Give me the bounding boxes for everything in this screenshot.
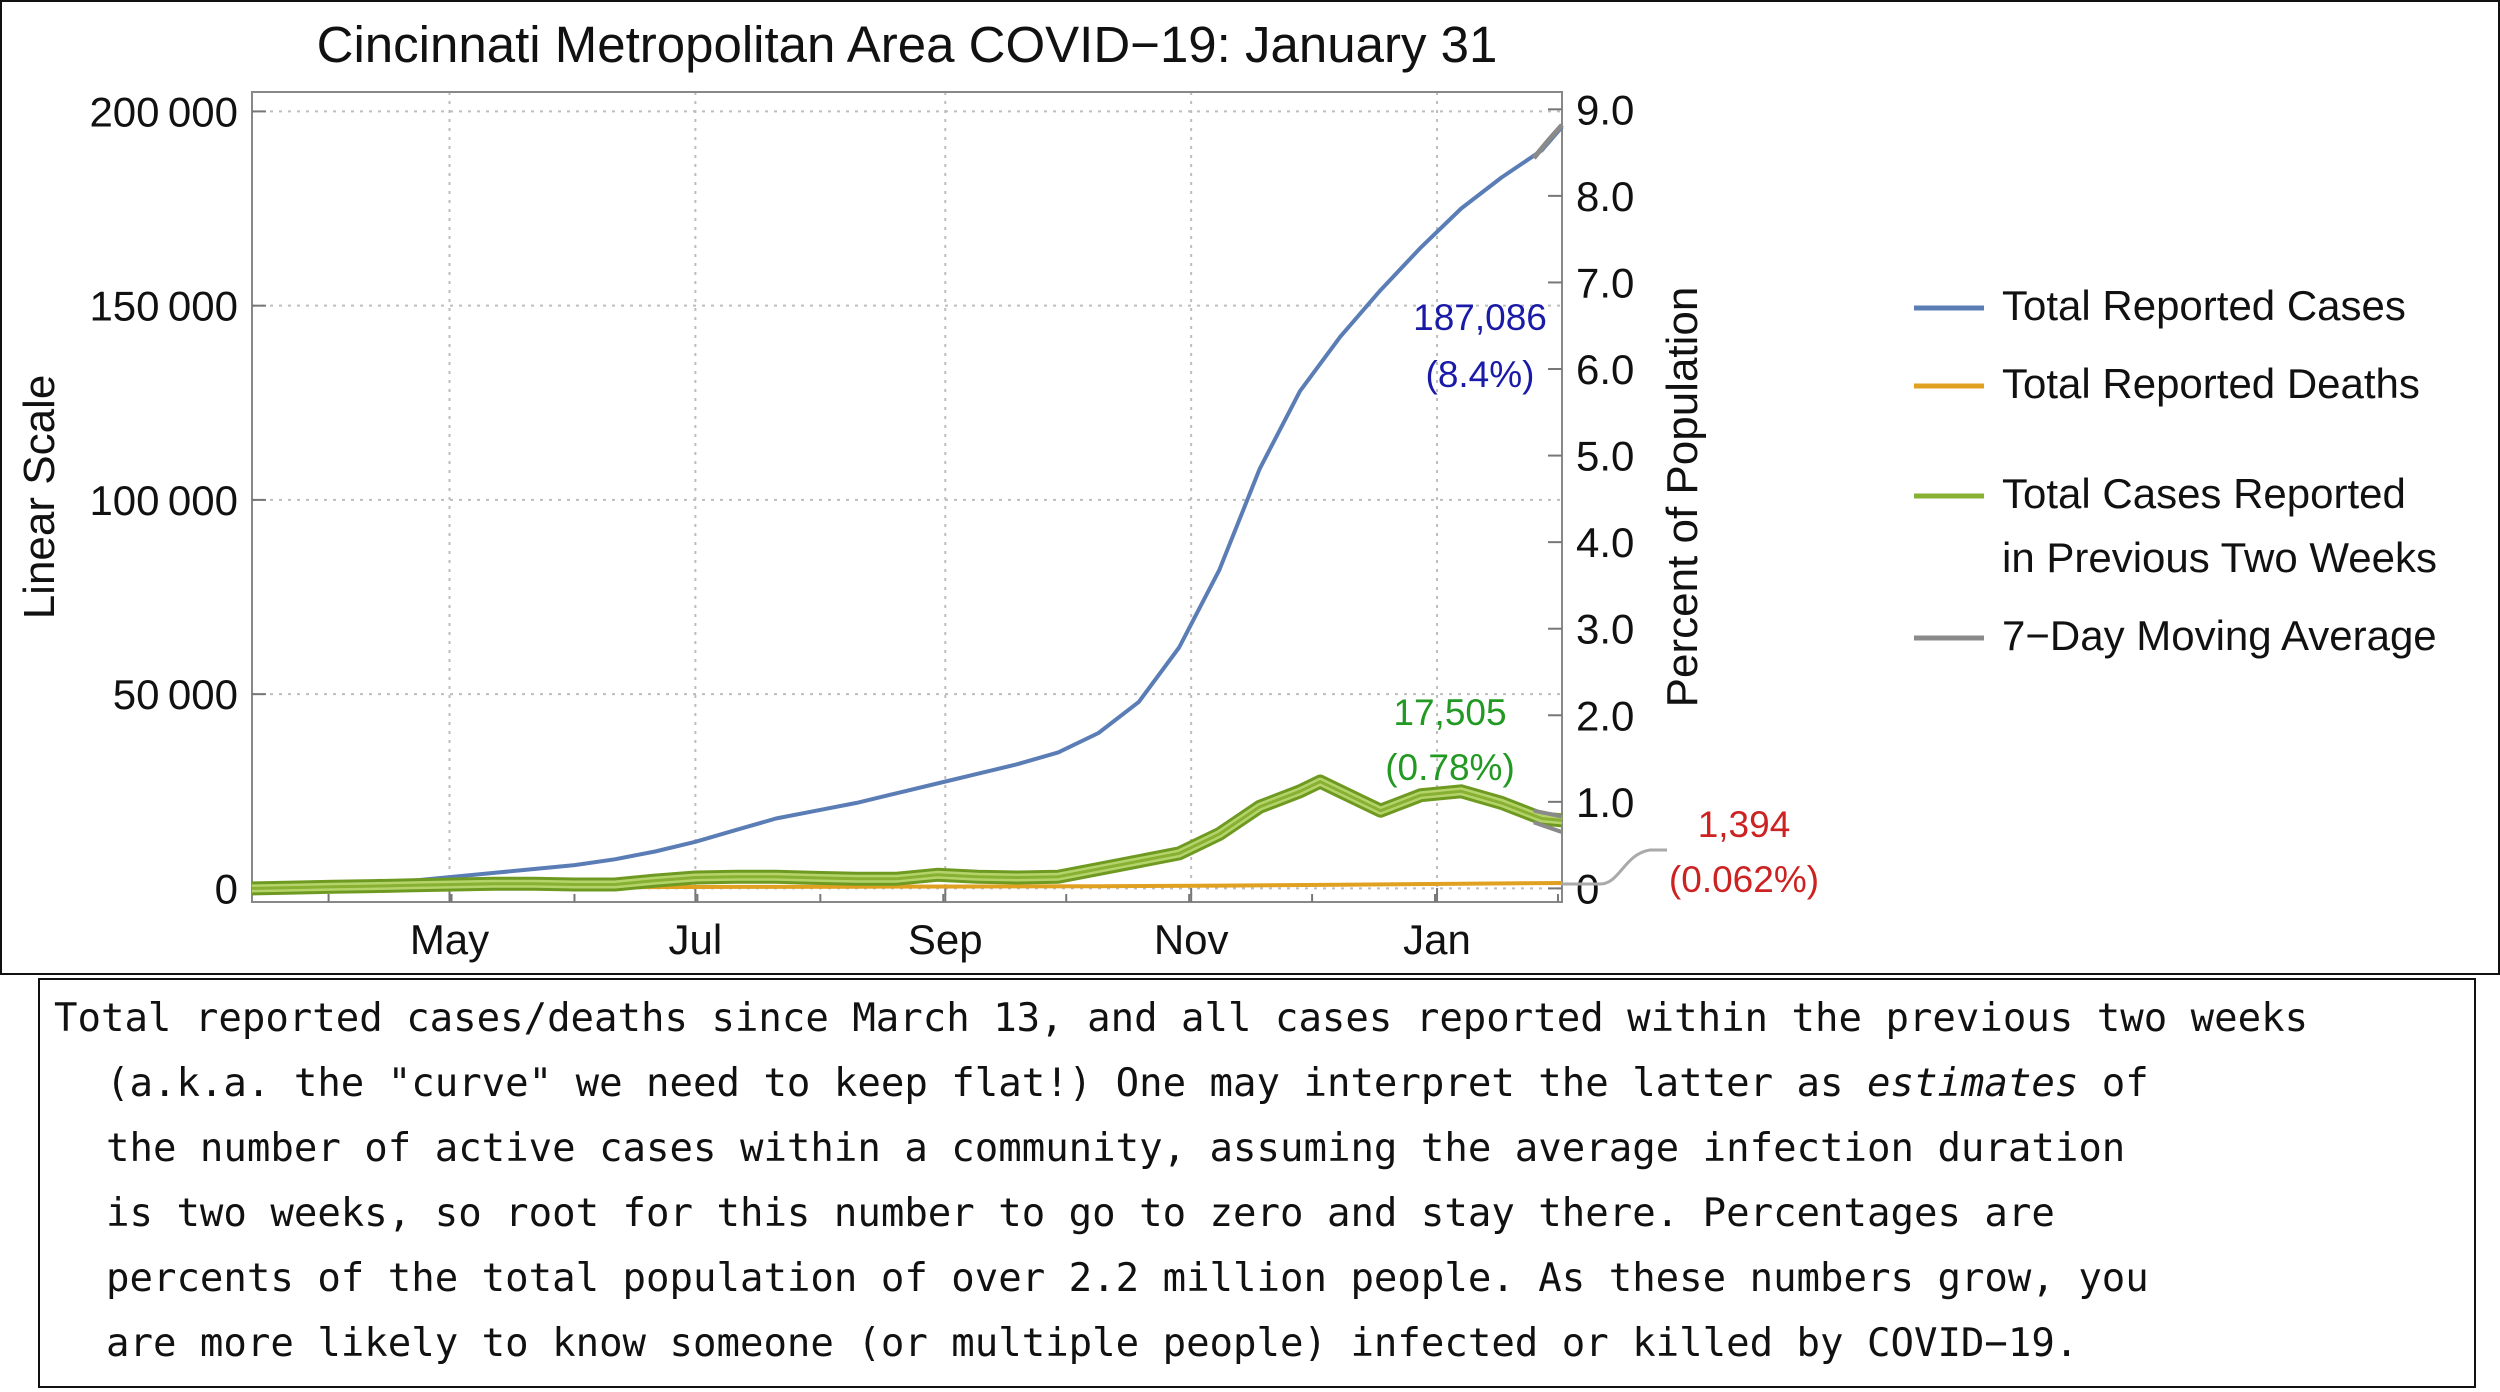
- y-tick-label: 100 000: [89, 477, 238, 524]
- x-tick-label: Jul: [669, 916, 723, 963]
- caption-line-5: percents of the total population of over…: [106, 1256, 2149, 1301]
- y2-axis-label: Percent of Population: [1658, 287, 1707, 708]
- y2-tick-label: 2.0: [1576, 692, 1634, 739]
- y2-tick-label: 4.0: [1576, 519, 1634, 566]
- legend-two-week-cases-label: Total Cases Reported: [2002, 470, 2406, 517]
- two-week-cases-line: [251, 780, 1563, 890]
- legend-total-deaths-label: Total Reported Deaths: [2002, 360, 2420, 407]
- x-tick-label: May: [410, 916, 489, 963]
- y-tick-label: 0: [215, 865, 238, 912]
- legend-moving-average-label: 7−Day Moving Average: [2002, 612, 2437, 659]
- caption-line-4: is two weeks, so root for this number to…: [106, 1191, 2055, 1236]
- y-axis-label: Linear Scale: [15, 375, 64, 620]
- legend: Total Reported Cases Total Reported Death…: [1914, 282, 2437, 659]
- chart-svg: Cincinnati Metropolitan Area COVID−19: J…: [15, 16, 2437, 963]
- legend-total-cases-label: Total Reported Cases: [2002, 282, 2406, 329]
- cases-annotation-percent: (8.4%): [1426, 354, 1535, 395]
- x-tick-label: Jan: [1403, 916, 1471, 963]
- plot-area: [251, 91, 1563, 903]
- caption-box: Total reported cases/deaths since March …: [38, 978, 2476, 1388]
- moving-average-tail-upper: [1533, 808, 1563, 819]
- y2-tick-label: 7.0: [1576, 259, 1634, 306]
- y2-tick-label: 3.0: [1576, 606, 1634, 653]
- y2-tick-label: 5.0: [1576, 433, 1634, 480]
- ticks-layer: 0 50 000 100 000 150 000 200 000 0 1.0 2.0 3.0 4.…: [89, 86, 1634, 963]
- y2-tick-label: 1.0: [1576, 779, 1634, 826]
- cases-annotation-value: 187,086: [1413, 297, 1547, 338]
- y2-tick-label: 0: [1576, 865, 1599, 912]
- y2-tick-label: 8.0: [1576, 173, 1634, 220]
- chart-frame: Cincinnati Metropolitan Area COVID−19: J…: [0, 0, 2500, 975]
- series-layer: [251, 123, 1564, 896]
- caption-line-2: (a.k.a. the "curve" we need to keep flat…: [54, 1051, 2474, 1116]
- total-cases-line: [251, 125, 1564, 891]
- x-tick-label: Nov: [1154, 916, 1229, 963]
- two-week-cases-band-edge: [251, 774, 1563, 896]
- caption-emphasis: estimates: [1867, 1061, 2079, 1106]
- deaths-annotation-value: 1,394: [1698, 804, 1791, 845]
- caption-line-2-start: (a.k.a. the "curve" we need to keep flat…: [106, 1061, 1867, 1106]
- x-tick-label: Sep: [908, 916, 983, 963]
- moving-average-line: [1531, 123, 1564, 160]
- y-tick-label: 50 000: [113, 671, 238, 718]
- two-week-annotation-value: 17,505: [1393, 692, 1506, 733]
- caption-line-6: are more likely to know someone (or mult…: [106, 1321, 2079, 1366]
- y-tick-label: 200 000: [89, 88, 238, 135]
- legend-two-week-cases-label: in Previous Two Weeks: [2002, 534, 2437, 581]
- caption-line-1: Total reported cases/deaths since March …: [54, 996, 2309, 1041]
- y-tick-label: 150 000: [89, 283, 238, 330]
- chart-title: Cincinnati Metropolitan Area COVID−19: J…: [317, 16, 1498, 73]
- deaths-annotation-percent: (0.062%): [1669, 859, 1819, 900]
- two-week-annotation-percent: (0.78%): [1385, 747, 1515, 788]
- caption-line-3: the number of active cases within a comm…: [106, 1126, 2126, 1171]
- deaths-callout-leader: [1562, 848, 1667, 886]
- caption-line-2-end: of: [2078, 1061, 2149, 1106]
- y2-tick-label: 9.0: [1576, 86, 1634, 133]
- grid-layer: [252, 92, 1562, 902]
- moving-average-tail-lower: [1533, 820, 1563, 834]
- y2-tick-label: 6.0: [1576, 346, 1634, 393]
- annotation-layer: 187,086 (8.4%) 17,505 (0.78%) 1,394 (0.062%): [1385, 297, 1819, 900]
